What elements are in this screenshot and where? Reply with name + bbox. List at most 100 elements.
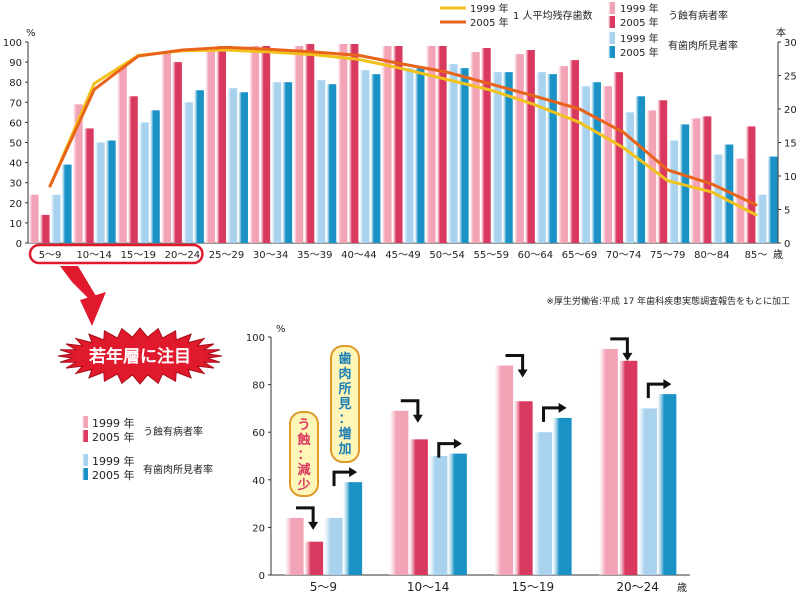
bar-gum_1999 <box>403 68 414 243</box>
inset-bar-gum_2005 <box>552 417 572 575</box>
bar-caries_1999 <box>116 66 127 244</box>
x-tick-label: 60～64 <box>518 250 553 261</box>
legend-bar-label: 1999 年 <box>620 32 659 45</box>
y-tick-right-label: 0 <box>784 239 790 250</box>
highlight-group: 若年層に注目 <box>28 243 223 385</box>
bar-gum_2005 <box>105 140 116 243</box>
bar-caries_1999 <box>381 46 392 243</box>
bar-gum_1999 <box>94 142 105 243</box>
inset-arrow-up <box>332 470 352 487</box>
bar-gum_2005 <box>326 84 337 244</box>
inset-legend-swatch <box>82 454 88 466</box>
y-tick-left-label: 50 <box>9 139 22 150</box>
inset-y-tick-label: 80 <box>252 381 265 392</box>
x-tick-label: 70～74 <box>606 250 641 261</box>
legend-bar-swatch <box>608 16 615 28</box>
inset-bar-gum_1999 <box>533 432 553 575</box>
inset-legend-label: 1999 年 <box>92 416 135 430</box>
inset-arrow-down <box>610 337 629 355</box>
bar-caries_2005 <box>348 44 359 244</box>
x-tick-label: 10～14 <box>76 250 111 261</box>
y-tick-left-label: 10 <box>9 219 22 230</box>
inset-bar-gum_2005 <box>657 394 677 575</box>
inset-bar-gum_1999 <box>637 408 657 575</box>
bar-gum_2005 <box>149 110 160 243</box>
bar-caries_1999 <box>249 46 260 243</box>
gum-note-char: 加 <box>337 442 351 457</box>
y-tick-left-label: 100 <box>3 38 22 49</box>
bar-gum_1999 <box>359 70 370 243</box>
bar-gum_1999 <box>447 64 458 243</box>
inset-x-tick-label: 15～19 <box>512 580 555 593</box>
x-tick-label: 45～49 <box>385 250 420 261</box>
highlight-frame <box>28 243 204 265</box>
highlight-arrow-shaft <box>60 266 96 300</box>
bar-gum_2005 <box>238 92 249 243</box>
x-tick-label: 75～79 <box>650 250 685 261</box>
inset-legend-group-gum: 有歯肉所見者率 <box>143 463 213 476</box>
bar-gum_2005 <box>590 82 601 243</box>
inset-bar-caries_2005 <box>618 360 638 575</box>
inset-bar-caries_1999 <box>598 348 618 575</box>
x-tick-label: 55～59 <box>474 250 509 261</box>
inset-arrow-down-head <box>517 369 528 378</box>
bar-caries_1999 <box>469 52 480 243</box>
bar-gum_2005 <box>282 82 293 243</box>
x-tick-label: 20～24 <box>165 250 200 261</box>
bar-gum_1999 <box>491 72 502 244</box>
x-tick-label: 40～44 <box>341 250 376 261</box>
line-line_2005 <box>48 45 758 207</box>
inset-bar-gum_1999 <box>428 456 448 575</box>
callout-text: 若年層に注目 <box>88 346 191 367</box>
x-tick-label: 85～ <box>745 250 768 261</box>
y-tick-left-label: 70 <box>9 98 22 109</box>
bar-caries_1999 <box>646 110 657 243</box>
bar-caries_2005 <box>745 126 756 243</box>
y-tick-right-label: 5 <box>784 206 790 217</box>
bar-gum_1999 <box>138 122 149 243</box>
bar-gum_2005 <box>414 68 425 243</box>
inset-y-tick-label: 0 <box>259 571 265 582</box>
bar-gum_2005 <box>458 68 469 243</box>
inset-legend-swatch <box>82 468 88 480</box>
bar-caries_1999 <box>425 46 436 243</box>
source-note: ※厚生労働省:平成 17 年歯科疾患実態調査報告をもとに加工 <box>546 295 790 307</box>
bar-gum_1999 <box>579 86 590 243</box>
y-axis-right-unit: 本 <box>776 26 786 39</box>
inset-arrow-up-head <box>453 438 462 449</box>
bar-caries_1999 <box>160 52 171 243</box>
inset-arrow-down-head <box>622 352 633 361</box>
bar-caries_2005 <box>304 44 315 244</box>
inset-legend-group-caries: う蝕有病者率 <box>143 425 203 438</box>
y-tick-left-label: 90 <box>9 58 22 69</box>
bar-caries_2005 <box>127 96 138 244</box>
caries-note-char: 減 <box>297 462 310 478</box>
gum-note-char: 所 <box>338 381 351 397</box>
bar-gum_1999 <box>668 140 679 243</box>
inset-arrow-down <box>296 506 315 524</box>
inset-legend-swatch <box>82 430 88 442</box>
bar-caries_2005 <box>83 128 94 243</box>
bar-caries_2005 <box>480 48 491 243</box>
bar-gum_2005 <box>193 90 204 244</box>
inset-bar-gum_2005 <box>343 482 363 575</box>
y-tick-right-label: 15 <box>784 139 797 150</box>
bar-caries_1999 <box>293 46 304 243</box>
inset-arrow-down <box>505 354 525 372</box>
inset-arrow-up-head <box>349 467 358 478</box>
x-tick-label: 80～84 <box>694 250 729 261</box>
highlight-arrow-head <box>80 292 106 326</box>
bar-caries_2005 <box>701 116 712 243</box>
inset-bar-caries_2005 <box>408 439 428 575</box>
bar-gum_1999 <box>535 72 546 244</box>
gum-note-char: 肉 <box>338 366 351 382</box>
caries-note-char: 蝕 <box>296 432 310 448</box>
y-tick-right-label: 20 <box>784 105 797 116</box>
y-tick-right-label: 30 <box>784 38 797 49</box>
legend-group-gum: 有歯肉所見者率 <box>668 39 738 52</box>
x-tick-label: 65～69 <box>562 250 597 261</box>
legend-group-caries: う蝕有病者率 <box>668 9 728 22</box>
